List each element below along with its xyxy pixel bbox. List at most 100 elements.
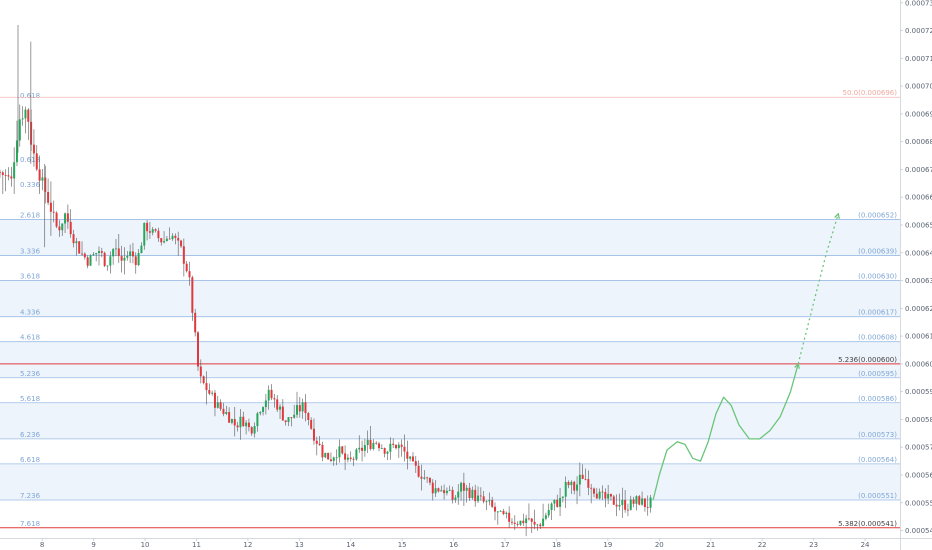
candle-body[interactable] bbox=[561, 496, 564, 498]
candle-body[interactable] bbox=[513, 522, 516, 524]
candle-body[interactable] bbox=[267, 389, 270, 401]
candle-body[interactable] bbox=[386, 451, 389, 454]
candle-body[interactable] bbox=[126, 256, 129, 258]
candle-body[interactable] bbox=[131, 251, 134, 257]
candle-body[interactable] bbox=[632, 499, 635, 504]
candle-body[interactable] bbox=[171, 235, 174, 240]
candle-body[interactable] bbox=[530, 518, 533, 522]
candle-body[interactable] bbox=[222, 408, 225, 414]
candle-body[interactable] bbox=[239, 416, 242, 428]
candle-body[interactable] bbox=[609, 493, 612, 497]
candle-body[interactable] bbox=[510, 521, 513, 523]
candle-body[interactable] bbox=[44, 177, 47, 193]
candle-body[interactable] bbox=[595, 493, 598, 499]
candle-body[interactable] bbox=[253, 426, 256, 434]
candle-body[interactable] bbox=[66, 213, 69, 222]
candle-body[interactable] bbox=[522, 520, 525, 524]
candle-body[interactable] bbox=[310, 419, 313, 429]
candle-body[interactable] bbox=[163, 241, 166, 243]
candle-body[interactable] bbox=[445, 490, 448, 494]
candle-body[interactable] bbox=[287, 417, 290, 423]
candle-body[interactable] bbox=[527, 518, 530, 520]
candle-body[interactable] bbox=[570, 481, 573, 486]
candle-body[interactable] bbox=[81, 253, 84, 255]
candle-body[interactable] bbox=[496, 511, 499, 513]
candle-body[interactable] bbox=[106, 265, 109, 267]
candle-body[interactable] bbox=[250, 427, 253, 434]
candle-body[interactable] bbox=[304, 402, 307, 414]
candle-body[interactable] bbox=[129, 251, 132, 257]
candle-body[interactable] bbox=[400, 444, 403, 447]
candle-body[interactable] bbox=[284, 420, 287, 423]
candle-body[interactable] bbox=[208, 390, 211, 394]
candle-body[interactable] bbox=[205, 383, 208, 391]
candle-body[interactable] bbox=[598, 491, 601, 499]
candle-body[interactable] bbox=[329, 459, 332, 461]
candle-body[interactable] bbox=[52, 211, 55, 213]
candle-body[interactable] bbox=[638, 496, 641, 505]
candle-body[interactable] bbox=[590, 487, 593, 489]
candle-body[interactable] bbox=[4, 175, 7, 176]
candle-body[interactable] bbox=[100, 251, 103, 253]
candle-body[interactable] bbox=[228, 411, 231, 423]
candle-body[interactable] bbox=[1, 172, 4, 176]
candle-body[interactable] bbox=[542, 518, 545, 527]
candle-body[interactable] bbox=[508, 512, 511, 522]
candle-body[interactable] bbox=[380, 448, 383, 449]
candle-body[interactable] bbox=[213, 392, 216, 408]
candle-body[interactable] bbox=[35, 153, 38, 170]
candle-body[interactable] bbox=[536, 524, 539, 526]
candle-body[interactable] bbox=[635, 496, 638, 504]
candle-body[interactable] bbox=[437, 488, 440, 492]
candle-body[interactable] bbox=[109, 256, 112, 266]
candle-body[interactable] bbox=[78, 241, 81, 254]
candle-body[interactable] bbox=[72, 234, 75, 244]
candle-body[interactable] bbox=[58, 226, 61, 231]
candle-body[interactable] bbox=[114, 248, 117, 250]
candle-body[interactable] bbox=[202, 376, 205, 384]
candle-body[interactable] bbox=[151, 229, 154, 233]
candle-body[interactable] bbox=[375, 442, 378, 444]
candle-body[interactable] bbox=[581, 474, 584, 479]
candle-body[interactable] bbox=[264, 400, 267, 408]
candle-body[interactable] bbox=[499, 510, 502, 512]
candle-body[interactable] bbox=[112, 249, 115, 257]
candle-body[interactable] bbox=[148, 231, 151, 233]
candle-body[interactable] bbox=[505, 512, 508, 514]
candle-body[interactable] bbox=[290, 417, 293, 418]
candle-body[interactable] bbox=[454, 497, 457, 500]
candle-body[interactable] bbox=[199, 366, 202, 377]
candle-body[interactable] bbox=[593, 488, 595, 494]
candle-body[interactable] bbox=[564, 482, 567, 497]
candle-body[interactable] bbox=[383, 448, 386, 454]
candle-body[interactable] bbox=[457, 491, 460, 498]
candle-body[interactable] bbox=[346, 457, 349, 460]
candle-body[interactable] bbox=[417, 465, 420, 477]
time-axis[interactable]: 8 9 10 11 12 13 14 15 16 17 18 19 20 21 22 23 24 bbox=[40, 538, 870, 549]
candle-body[interactable] bbox=[197, 332, 199, 367]
candle-body[interactable] bbox=[188, 271, 191, 278]
candle-body[interactable] bbox=[10, 176, 13, 179]
candle-body[interactable] bbox=[146, 222, 149, 232]
candle-body[interactable] bbox=[281, 406, 284, 421]
candle-body[interactable] bbox=[516, 523, 519, 525]
candle-body[interactable] bbox=[182, 246, 185, 264]
candle-body[interactable] bbox=[624, 500, 627, 510]
candle-body[interactable] bbox=[643, 498, 646, 507]
candle-body[interactable] bbox=[578, 474, 581, 485]
candle-body[interactable] bbox=[397, 444, 400, 449]
candle-body[interactable] bbox=[584, 478, 587, 480]
candle-body[interactable] bbox=[216, 402, 219, 408]
candle-body[interactable] bbox=[344, 453, 347, 460]
candle-body[interactable] bbox=[519, 520, 522, 525]
candle-body[interactable] bbox=[259, 412, 262, 414]
candle-body[interactable] bbox=[24, 109, 27, 119]
candle-body[interactable] bbox=[315, 440, 318, 444]
candle-body[interactable] bbox=[434, 488, 437, 494]
candle-body[interactable] bbox=[409, 456, 412, 459]
candle-body[interactable] bbox=[324, 452, 327, 458]
candle-body[interactable] bbox=[567, 482, 570, 486]
candle-body[interactable] bbox=[462, 482, 465, 491]
candle-body[interactable] bbox=[262, 407, 265, 413]
candle-body[interactable] bbox=[18, 119, 21, 141]
